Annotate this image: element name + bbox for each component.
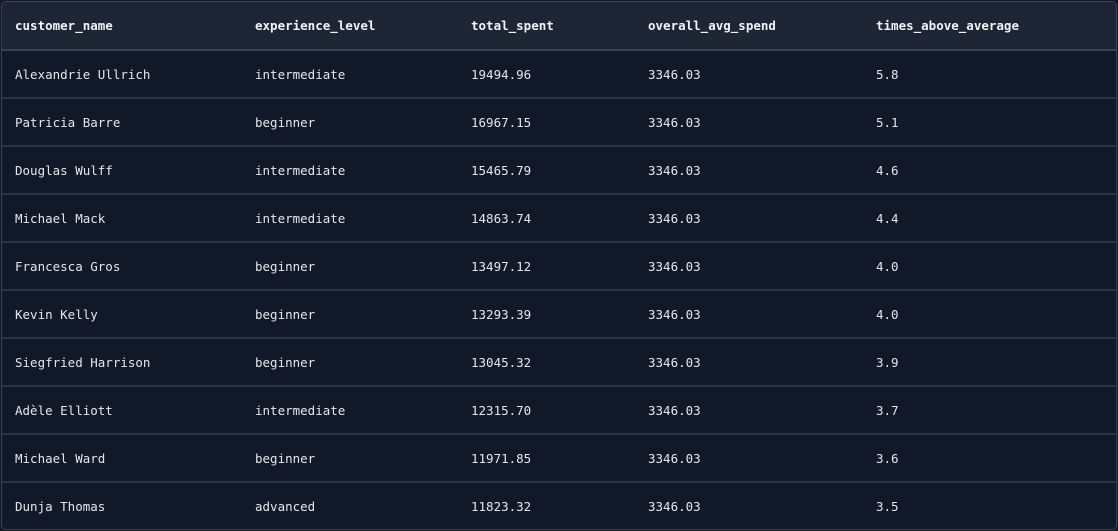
- cell-times-above-average: 5.1: [863, 98, 1116, 147]
- cell-customer-name: Adèle Elliott: [2, 386, 242, 435]
- cell-customer-name: Patricia Barre: [2, 98, 242, 147]
- cell-times-above-average: 3.9: [863, 338, 1116, 387]
- cell-overall-avg-spend: 3346.03: [635, 482, 863, 529]
- cell-customer-name: Douglas Wulff: [2, 146, 242, 195]
- table-row: Douglas Wulff intermediate 15465.79 3346.03…: [2, 146, 1116, 195]
- cell-total-spent: 11823.32: [458, 482, 635, 529]
- cell-experience-level: beginner: [242, 434, 458, 483]
- table-row: Alexandrie Ullrich intermediate 19494.96 33…: [2, 50, 1116, 99]
- cell-experience-level: intermediate: [242, 194, 458, 243]
- cell-customer-name: Alexandrie Ullrich: [2, 50, 242, 99]
- cell-experience-level: intermediate: [242, 146, 458, 195]
- cell-overall-avg-spend: 3346.03: [635, 194, 863, 243]
- cell-experience-level: beginner: [242, 290, 458, 339]
- cell-experience-level: intermediate: [242, 50, 458, 99]
- cell-times-above-average: 4.0: [863, 290, 1116, 339]
- cell-times-above-average: 4.4: [863, 194, 1116, 243]
- cell-overall-avg-spend: 3346.03: [635, 242, 863, 291]
- cell-total-spent: 11971.85: [458, 434, 635, 483]
- cell-customer-name: Francesca Gros: [2, 242, 242, 291]
- cell-overall-avg-spend: 3346.03: [635, 386, 863, 435]
- cell-experience-level: beginner: [242, 338, 458, 387]
- cell-times-above-average: 4.6: [863, 146, 1116, 195]
- cell-overall-avg-spend: 3346.03: [635, 146, 863, 195]
- cell-customer-name: Kevin Kelly: [2, 290, 242, 339]
- column-header-experience-level[interactable]: experience_level: [242, 2, 458, 51]
- cell-overall-avg-spend: 3346.03: [635, 338, 863, 387]
- table-body: Alexandrie Ullrich intermediate 19494.96 33…: [2, 50, 1116, 529]
- cell-total-spent: 13497.12: [458, 242, 635, 291]
- cell-experience-level: beginner: [242, 242, 458, 291]
- cell-overall-avg-spend: 3346.03: [635, 290, 863, 339]
- table-row: Patricia Barre beginner 16967.15 3346.03 5.1: [2, 98, 1116, 147]
- column-header-customer-name[interactable]: customer_name: [2, 2, 242, 51]
- cell-times-above-average: 3.5: [863, 482, 1116, 529]
- cell-total-spent: 16967.15: [458, 98, 635, 147]
- cell-overall-avg-spend: 3346.03: [635, 98, 863, 147]
- column-header-overall-avg-spend[interactable]: overall_avg_spend: [635, 2, 863, 51]
- table-row: Michael Mack intermediate 14863.74 3346.03 4…: [2, 194, 1116, 243]
- cell-experience-level: intermediate: [242, 386, 458, 435]
- cell-overall-avg-spend: 3346.03: [635, 50, 863, 99]
- column-header-times-above-average[interactable]: times_above_average: [863, 2, 1116, 51]
- column-header-total-spent[interactable]: total_spent: [458, 2, 635, 51]
- table-row: Adèle Elliott intermediate 12315.70 3346.03…: [2, 386, 1116, 435]
- table-row: Michael Ward beginner 11971.85 3346.03 3.6: [2, 434, 1116, 483]
- table-row: Kevin Kelly beginner 13293.39 3346.03 4.0: [2, 290, 1116, 339]
- table-row: Siegfried Harrison beginner 13045.32 3346.0…: [2, 338, 1116, 387]
- cell-customer-name: Dunja Thomas: [2, 482, 242, 529]
- cell-customer-name: Michael Ward: [2, 434, 242, 483]
- cell-total-spent: 13045.32: [458, 338, 635, 387]
- cell-times-above-average: 4.0: [863, 242, 1116, 291]
- cell-customer-name: Siegfried Harrison: [2, 338, 242, 387]
- cell-total-spent: 15465.79: [458, 146, 635, 195]
- cell-experience-level: beginner: [242, 98, 458, 147]
- cell-overall-avg-spend: 3346.03: [635, 434, 863, 483]
- cell-experience-level: advanced: [242, 482, 458, 529]
- cell-total-spent: 19494.96: [458, 50, 635, 99]
- cell-total-spent: 14863.74: [458, 194, 635, 243]
- cell-total-spent: 12315.70: [458, 386, 635, 435]
- cell-times-above-average: 3.7: [863, 386, 1116, 435]
- cell-customer-name: Michael Mack: [2, 194, 242, 243]
- cell-total-spent: 13293.39: [458, 290, 635, 339]
- table-row: Dunja Thomas advanced 11823.32 3346.03 3.5: [2, 482, 1116, 529]
- cell-times-above-average: 3.6: [863, 434, 1116, 483]
- table-row: Francesca Gros beginner 13497.12 3346.03 4.0: [2, 242, 1116, 291]
- cell-times-above-average: 5.8: [863, 50, 1116, 99]
- header-row: customer_name experience_level total_spent…: [2, 2, 1116, 51]
